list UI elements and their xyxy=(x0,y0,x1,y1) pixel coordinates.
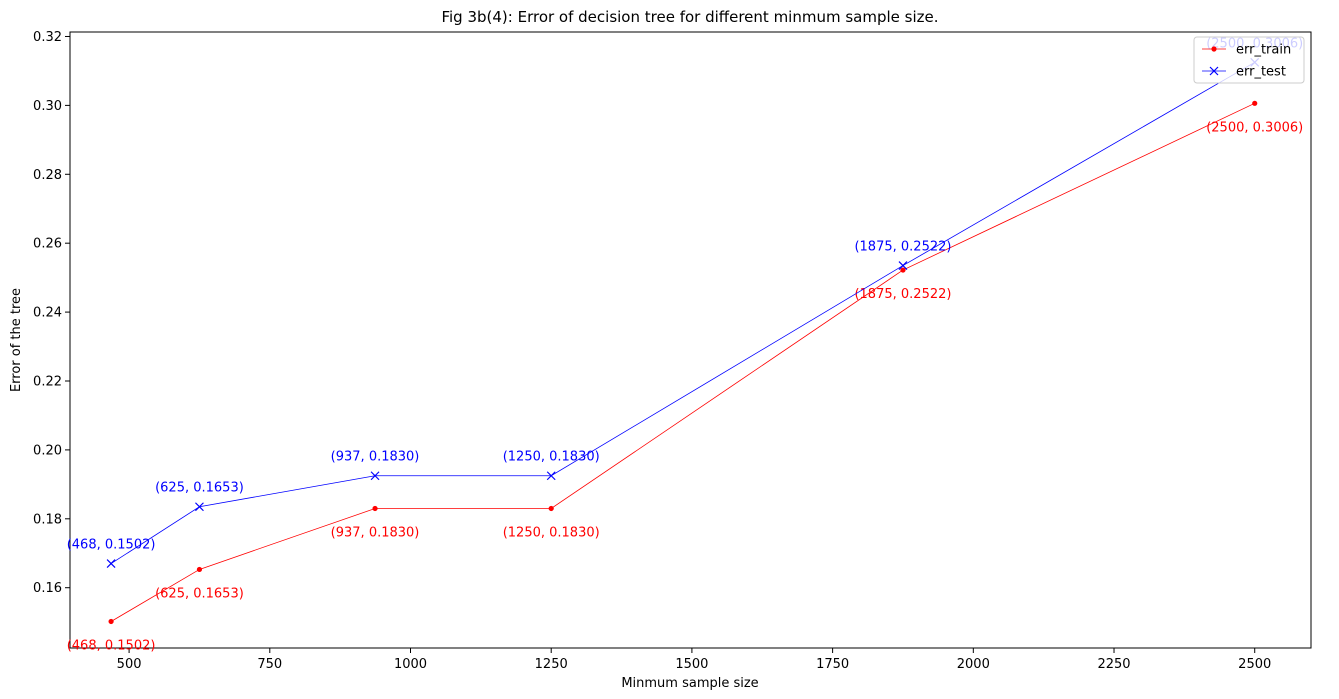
data-label: (1875, 0.2522) xyxy=(854,240,951,255)
data-label: (2500, 0.3006) xyxy=(1206,120,1303,135)
x-tick-label: 1000 xyxy=(394,657,427,672)
data-point xyxy=(106,559,116,569)
y-axis-title: Error of the tree xyxy=(9,288,24,392)
plot-area xyxy=(69,31,1312,649)
y-tick-label: 0.22 xyxy=(33,374,62,389)
y-tick-label: 0.32 xyxy=(33,30,62,45)
marker-stroke xyxy=(195,502,204,512)
x-tick-label: 1500 xyxy=(675,657,708,672)
data-label: (625, 0.1653) xyxy=(155,586,244,601)
data-label: (1875, 0.2522) xyxy=(854,287,951,302)
x-tick-label: 2500 xyxy=(1238,657,1271,672)
x-axis: 500 750 1000 1250 1500 1750 2000 2250 2500 xyxy=(117,648,1271,672)
marker-stroke xyxy=(370,471,380,481)
x-tick-label: 1750 xyxy=(816,657,849,672)
y-tick-label: 0.26 xyxy=(33,237,62,252)
x-tick-label: 1250 xyxy=(535,657,568,672)
data-point xyxy=(108,618,114,625)
y-tick-label: 0.20 xyxy=(33,443,62,458)
series-err_train: (468, 0.1502) (625, 0.1653) (937, 0.1830) (… xyxy=(67,100,1303,653)
data-point xyxy=(900,267,906,273)
chart-title: Fig 3b(4): Error of decision tree for di… xyxy=(441,8,938,26)
x-tick-label: 500 xyxy=(117,657,142,672)
legend-marker xyxy=(1209,66,1219,76)
data-label: (1250, 0.1830) xyxy=(503,525,600,540)
y-tick-label: 0.18 xyxy=(33,512,62,527)
legend-label: err_test xyxy=(1236,65,1286,80)
series-line xyxy=(110,102,1255,622)
series-line xyxy=(110,61,1255,564)
data-point xyxy=(370,471,380,481)
data-point xyxy=(195,502,204,512)
data-label: (937, 0.1830) xyxy=(331,450,420,465)
x-tick-label: 750 xyxy=(257,657,282,672)
legend-entry-err_test: err_test xyxy=(1202,65,1286,80)
data-point xyxy=(898,261,908,271)
x-tick-label: 2250 xyxy=(1097,657,1130,672)
y-tick-label: 0.28 xyxy=(33,168,62,183)
legend-box xyxy=(1193,36,1305,84)
y-axis: 0.16 0.18 0.20 0.22 0.24 0.26 0.28 0.30 0.32 xyxy=(33,30,70,596)
x-tick-label: 2000 xyxy=(957,657,990,672)
y-tick-label: 0.16 xyxy=(33,581,62,596)
marker-stroke xyxy=(546,471,556,481)
legend-label: err_train xyxy=(1236,43,1291,58)
data-point xyxy=(372,505,378,512)
data-label: (937, 0.1830) xyxy=(331,525,420,540)
data-label: (468, 0.1502) xyxy=(67,538,156,553)
data-label: (468, 0.1502) xyxy=(67,638,156,653)
data-label: (625, 0.1653) xyxy=(155,481,244,496)
y-tick-label: 0.24 xyxy=(33,306,62,321)
series-layer: (468, 0.1502) (625, 0.1653) (937, 0.1830) (… xyxy=(67,36,1303,653)
data-point xyxy=(546,471,556,481)
marker-stroke xyxy=(106,559,116,569)
data-label: (1250, 0.1830) xyxy=(503,450,600,465)
series-err_test: (468, 0.1502) (625, 0.1653) (937, 0.1830) (… xyxy=(67,36,1303,569)
marker-stroke xyxy=(898,261,908,271)
data-point xyxy=(196,566,203,573)
data-point xyxy=(548,505,554,512)
legend-marker xyxy=(1211,46,1217,52)
legend-entry-err_train: err_train xyxy=(1202,43,1291,58)
data-point xyxy=(1252,100,1258,106)
y-tick-label: 0.30 xyxy=(33,99,62,114)
legend: err_train err_test xyxy=(1193,36,1305,84)
x-axis-title: Minmum sample size xyxy=(621,676,758,691)
